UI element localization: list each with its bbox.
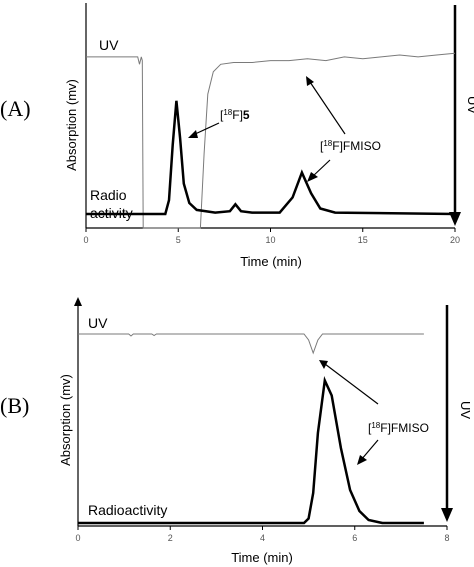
panel-a-annotation-arrow-fmiso-down — [311, 159, 331, 178]
panel-a-ticks: 0 5 10 15 20 — [83, 228, 460, 245]
panel-b-uv-trace-label: UV — [88, 315, 108, 331]
panel-b-annotation-arrow-up — [324, 363, 379, 405]
panel-a-uv-trace-label: UV — [99, 37, 119, 53]
panel-a-annotation-arrow-5 — [192, 122, 220, 136]
panel-b-chart: (B) Absorption (mv) UV 0 2 4 6 8 UV Radioact… — [0, 297, 473, 565]
panel-b-x-tick-label: 2 — [168, 533, 173, 543]
panel-b-uv-arrow-head — [441, 508, 453, 522]
panel-b-x-tick-label: 0 — [75, 533, 80, 543]
panel-a-uv-trace — [86, 52, 456, 229]
panel-a-y-axis-label: Absorption (mv) — [64, 79, 79, 171]
panel-b-annotation-arrowhead-up — [319, 360, 328, 369]
panel-a-x-tick-label: 15 — [358, 235, 368, 245]
panel-b-y-axis-arrow-head — [74, 297, 82, 306]
panel-b-label: (B) — [0, 393, 29, 418]
panel-a-x-tick-label: 10 — [265, 235, 275, 245]
panel-b-x-tick-label: 8 — [444, 533, 449, 543]
panel-a-x-axis-label: Time (min) — [240, 254, 302, 269]
panel-a-radio-label-line2: activity — [90, 205, 133, 221]
panel-b-right-label: UV — [458, 401, 473, 419]
panel-a-radioactivity-trace — [86, 100, 456, 216]
panel-a-x-tick-label: 20 — [450, 235, 460, 245]
panel-a-x-tick-label: 5 — [176, 235, 181, 245]
panel-b-radio-label: Radioactivity — [88, 502, 167, 518]
panel-b-annotation-arrowhead-down — [357, 455, 367, 465]
panel-b-annotation-arrow-down — [360, 439, 379, 461]
panel-a-annotation-arrow-fmiso-up — [309, 81, 346, 135]
panel-a-uv-arrow-head — [449, 212, 461, 226]
panel-b-uv-trace — [78, 333, 424, 355]
panel-a-label: (A) — [0, 96, 31, 121]
panel-a-annotation-arrowhead-fmiso-down — [307, 172, 318, 182]
panel-b-radioactivity-trace — [78, 376, 424, 525]
panel-b-x-tick-label: 4 — [260, 533, 265, 543]
panel-b-annotation-fmiso: [18F]FMISO — [368, 421, 429, 436]
panel-b-x-tick-label: 6 — [352, 533, 357, 543]
panel-a-right-label: UV — [465, 96, 474, 114]
panel-b-x-axis-label: Time (min) — [231, 550, 293, 565]
panel-a-annotation-fmiso: [18F]FMISO — [320, 139, 381, 154]
panel-b-ticks: 0 2 4 6 8 — [75, 526, 450, 543]
panel-a-radio-label-line1: Radio — [90, 187, 127, 203]
panel-a-chart: (A) Absorption (mv) UV 0 5 10 15 20 UV Radio… — [0, 3, 474, 269]
panel-a-annotation-arrowhead-5 — [188, 130, 198, 138]
panel-a-annotation-compound-5: [18F]5 — [220, 108, 250, 123]
panel-b-y-axis-label: Absorption (mv) — [58, 374, 73, 466]
panel-a-x-tick-label: 0 — [83, 235, 88, 245]
panel-a-annotation-arrowhead-fmiso-up — [306, 76, 314, 86]
